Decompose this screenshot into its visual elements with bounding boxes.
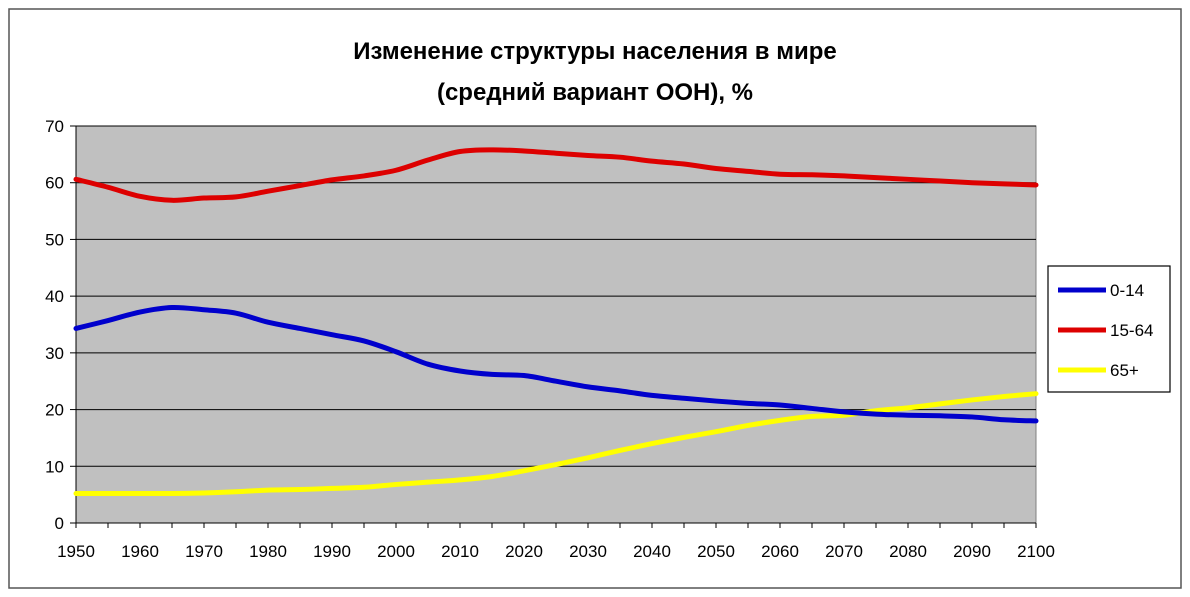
series-line-15-64: [73, 147, 1039, 203]
y-tick-label: 70: [45, 117, 64, 136]
x-tick-label: 1970: [185, 542, 223, 561]
x-tick-label: 1960: [121, 542, 159, 561]
x-tick-label: 2100: [1017, 542, 1055, 561]
legend-label: 15-64: [1110, 321, 1153, 340]
legend: 0-14 15-64 65+: [1047, 265, 1171, 393]
x-tick-label: 2060: [761, 542, 799, 561]
legend-items: 0-14 15-64 65+: [1058, 281, 1153, 380]
chart-subtitle: (средний вариант ООН), %: [437, 79, 753, 106]
x-tick-label: 2080: [889, 542, 927, 561]
chart-title: Изменение структуры населения в мире: [353, 38, 836, 65]
y-tick-label: 10: [45, 457, 64, 476]
series-line-0-14: [73, 304, 1039, 424]
y-tick-label: 60: [45, 174, 64, 193]
x-tick-label: 2070: [825, 542, 863, 561]
y-tick-label: 20: [45, 401, 64, 420]
x-tick-label: 2010: [441, 542, 479, 561]
y-tick-label: 40: [45, 287, 64, 306]
legend-label: 65+: [1110, 361, 1139, 380]
x-tick-label: 2040: [633, 542, 671, 561]
y-tick-label: 30: [45, 344, 64, 363]
legend-label: 0-14: [1110, 281, 1144, 300]
series-lines: [73, 147, 1039, 497]
x-tick-label: 1990: [313, 542, 351, 561]
x-tick-label: 1980: [249, 542, 287, 561]
x-tick-label: 2030: [569, 542, 607, 561]
x-tick-label: 2090: [953, 542, 991, 561]
x-tick-label: 2020: [505, 542, 543, 561]
y-tick-label: 50: [45, 230, 64, 249]
x-axis: 1950 1960 1970 1980 1990 2000 2010 2020 2030 2040…: [57, 522, 1055, 561]
x-tick-label: 2050: [697, 542, 735, 561]
plot-area: [75, 125, 1037, 524]
series-line-65+: [73, 391, 1039, 497]
y-axis: 0 10 20 30 40 50 60 70: [45, 117, 77, 533]
x-tick-label: 2000: [377, 542, 415, 561]
x-tick-label: 1950: [57, 542, 95, 561]
grid-lines: [76, 125, 1036, 467]
y-tick-label: 0: [55, 514, 64, 533]
